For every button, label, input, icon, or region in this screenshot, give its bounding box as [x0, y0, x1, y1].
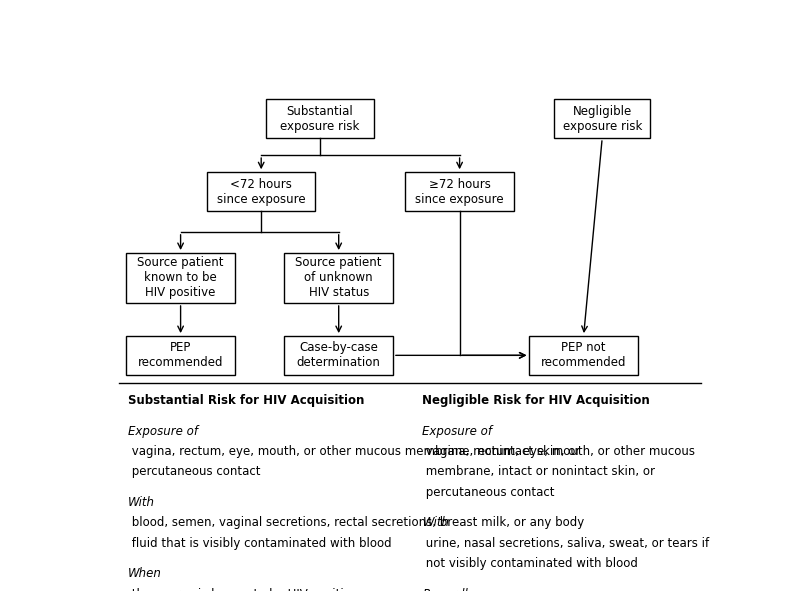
Text: vagina, rectum, eye, mouth, or other mucous membrane, nonintact skin, or: vagina, rectum, eye, mouth, or other muc… [128, 445, 580, 458]
Text: Regardless: Regardless [422, 588, 488, 591]
FancyBboxPatch shape [406, 172, 514, 211]
FancyBboxPatch shape [207, 172, 315, 211]
Text: Exposure of: Exposure of [128, 424, 198, 437]
FancyBboxPatch shape [126, 336, 235, 375]
Text: Source patient
known to be
HIV positive: Source patient known to be HIV positive [138, 256, 224, 300]
Text: With: With [128, 496, 155, 509]
Text: fluid that is visibly contaminated with blood: fluid that is visibly contaminated with … [128, 537, 391, 550]
Text: PEP not
recommended: PEP not recommended [541, 342, 626, 369]
Text: Case-by-case
determination: Case-by-case determination [297, 342, 381, 369]
Text: ≥72 hours
since exposure: ≥72 hours since exposure [415, 177, 504, 206]
Text: not visibly contaminated with blood: not visibly contaminated with blood [422, 557, 638, 570]
FancyBboxPatch shape [266, 99, 374, 138]
Text: Substantial Risk for HIV Acquisition: Substantial Risk for HIV Acquisition [128, 394, 364, 407]
Text: vagina, rectum, eye, mouth, or other mucous: vagina, rectum, eye, mouth, or other muc… [422, 445, 695, 458]
FancyBboxPatch shape [285, 253, 393, 303]
Text: <72 hours
since exposure: <72 hours since exposure [217, 177, 306, 206]
Text: Negligible
exposure risk: Negligible exposure risk [562, 105, 642, 133]
Text: When: When [128, 567, 162, 580]
Text: percutaneous contact: percutaneous contact [128, 466, 260, 479]
Text: Negligible Risk for HIV Acquisition: Negligible Risk for HIV Acquisition [422, 394, 650, 407]
FancyBboxPatch shape [285, 336, 393, 375]
Text: percutaneous contact: percutaneous contact [422, 486, 555, 499]
Text: Source patient
of unknown
HIV status: Source patient of unknown HIV status [295, 256, 382, 300]
Text: PEP
recommended: PEP recommended [138, 342, 223, 369]
Text: urine, nasal secretions, saliva, sweat, or tears if: urine, nasal secretions, saliva, sweat, … [422, 537, 710, 550]
FancyBboxPatch shape [126, 253, 235, 303]
Text: the source is known to be HIV positive: the source is known to be HIV positive [128, 588, 358, 591]
FancyBboxPatch shape [530, 336, 638, 375]
Text: Substantial
exposure risk: Substantial exposure risk [281, 105, 360, 133]
Text: Exposure of: Exposure of [422, 424, 493, 437]
Text: membrane, intact or nonintact skin, or: membrane, intact or nonintact skin, or [422, 466, 655, 479]
FancyBboxPatch shape [554, 99, 650, 138]
Text: With: With [422, 517, 450, 530]
Text: blood, semen, vaginal secretions, rectal secretions, breast milk, or any body: blood, semen, vaginal secretions, rectal… [128, 517, 584, 530]
